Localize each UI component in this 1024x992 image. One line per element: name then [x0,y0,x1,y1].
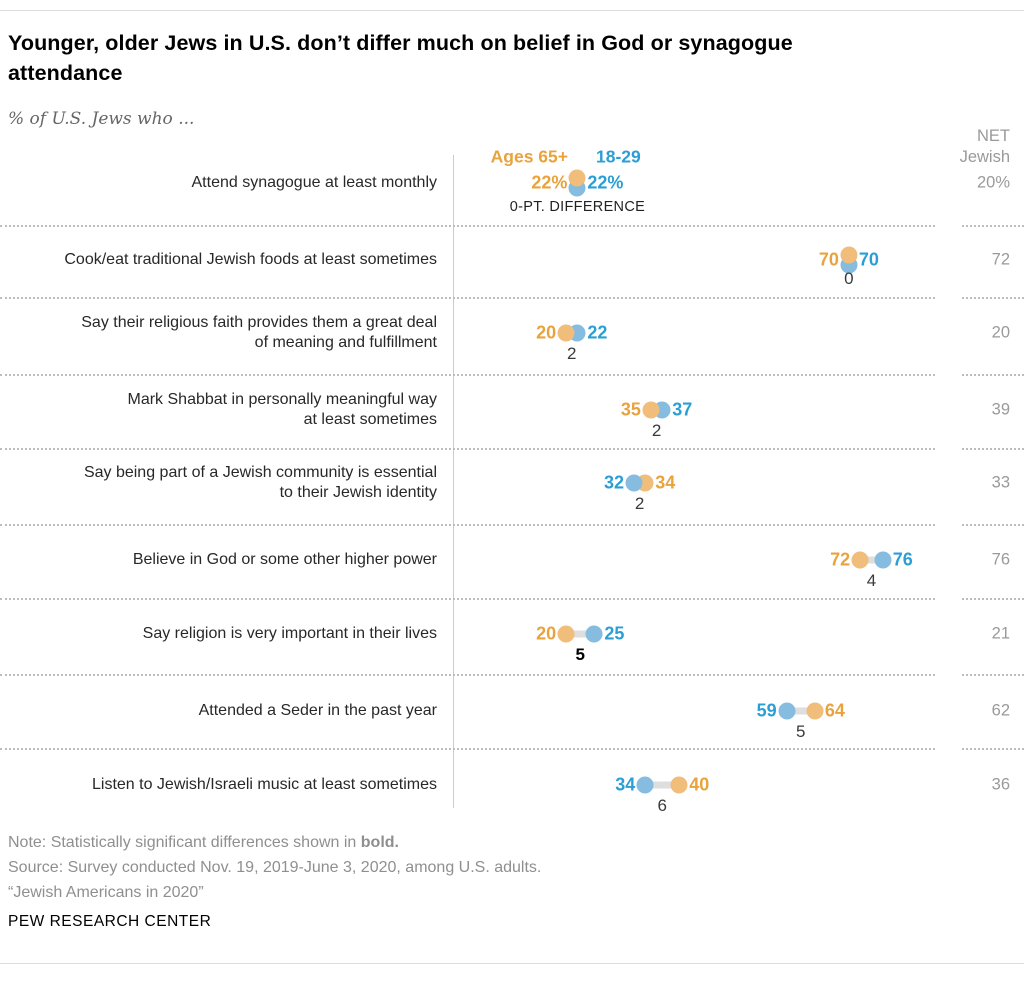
dot-ages-65-plus [557,625,575,643]
net-value: 62 [991,701,1010,720]
chart-title: Younger, older Jews in U.S. don’t differ… [8,31,793,85]
row-label: Say their religious faith provides them … [81,314,437,351]
value-ages-18-29: 59 [756,700,777,721]
dot-ages-18-29 [874,551,892,569]
value-ages-18-29: 34 [615,774,636,795]
report-title-line: “Jewish Americans in 2020” [8,884,204,901]
net-column-header: NET Jewish [959,127,1010,166]
row-separator [0,448,935,450]
net-value: 33 [991,473,1010,492]
row-separator [962,225,1024,227]
dot-ages-18-29 [585,625,603,643]
source-line: Source: Survey conducted Nov. 19, 2019-J… [8,859,542,876]
difference-connector [786,707,815,715]
value-ages-65-plus: 72 [830,549,851,570]
row-label: Believe in God or some other higher powe… [132,551,437,568]
row-label: Say religion is very important in their … [142,625,437,642]
baseline-axis [453,155,454,808]
value-ages-18-29: 22% [587,172,624,193]
difference-label: 0 [844,269,854,288]
row-separator [0,524,935,526]
value-ages-18-29: 76 [892,549,913,570]
difference-label: 5 [796,722,806,741]
net-value: 20% [976,173,1010,192]
row-label: Attend synagogue at least monthly [191,174,438,191]
row-separator [962,374,1024,376]
bottom-divider [0,963,1024,964]
value-ages-18-29: 70 [858,249,879,270]
row-label: Attended a Seder in the past year [198,702,437,719]
difference-label: 6 [657,796,667,815]
dot-ages-18-29 [636,776,654,794]
value-ages-18-29: 22 [587,322,608,343]
row-separator [962,598,1024,600]
net-value: 39 [991,400,1010,419]
row-separator [0,374,935,376]
net-value: 36 [991,775,1010,794]
row-separator [962,448,1024,450]
value-ages-65-plus: 64 [824,700,845,721]
chart-subtitle: % of U.S. Jews who ... [8,109,195,129]
row-separator [0,674,935,676]
difference-label: 5 [575,645,585,664]
row-separator [0,598,935,600]
value-ages-65-plus: 40 [689,774,710,795]
difference-connector [566,630,595,638]
row-label: Listen to Jewish/Israeli music at least … [91,776,437,793]
value-ages-65-plus: 20 [536,322,557,343]
row-separator [962,674,1024,676]
value-ages-65-plus: 34 [655,472,676,493]
row-label: Say being part of a Jewish community is … [83,464,437,501]
dot-ages-65-plus [557,324,575,342]
row-separator [962,297,1024,299]
difference-label: 2 [567,344,577,363]
value-ages-65-plus: 70 [818,249,839,270]
row-separator [962,748,1024,750]
dot-ages-65-plus [568,169,586,187]
dot-ages-18-29 [625,474,643,492]
row-label: Mark Shabbat in personally meaningful wa… [127,391,438,428]
legend-ages-18-29: 18-29 [596,146,641,167]
difference-connector [645,781,680,789]
note-text: Note: Statistically significant differen… [8,834,361,851]
difference-connector [860,556,883,564]
legend-ages-65-plus: Ages 65+ [490,146,568,167]
row-separator [0,225,935,227]
net-value: 20 [991,323,1010,342]
value-ages-18-29: 37 [672,399,693,420]
difference-label: 2 [634,494,645,513]
row-separator [962,524,1024,526]
value-ages-65-plus: 35 [620,399,641,420]
top-divider [0,10,1024,11]
difference-label: 0-PT. DIFFERENCE [509,199,646,215]
difference-label: 2 [651,421,662,440]
value-ages-18-29: 25 [604,623,625,644]
row-label: Cook/eat traditional Jewish foods at lea… [64,251,437,268]
dot-ages-65-plus [840,246,858,264]
value-ages-65-plus: 22% [531,172,568,193]
net-value: 72 [991,250,1010,269]
net-value: 21 [991,624,1010,643]
row-separator [0,748,935,750]
dot-ages-65-plus [806,702,824,720]
dot-ages-65-plus [851,551,869,569]
value-ages-65-plus: 20 [536,623,557,644]
note-bold-word: bold. [360,834,399,851]
difference-label: 4 [866,571,877,590]
pew-research-center-brand: PEW RESEARCH CENTER [8,913,212,930]
value-ages-18-29: 32 [603,472,624,493]
dot-ages-18-29 [778,702,796,720]
row-separator [0,297,935,299]
dot-ages-65-plus [642,401,660,419]
net-value: 76 [991,550,1010,569]
dot-ages-65-plus [670,776,688,794]
note-line: Note: Statistically significant differen… [8,833,399,853]
